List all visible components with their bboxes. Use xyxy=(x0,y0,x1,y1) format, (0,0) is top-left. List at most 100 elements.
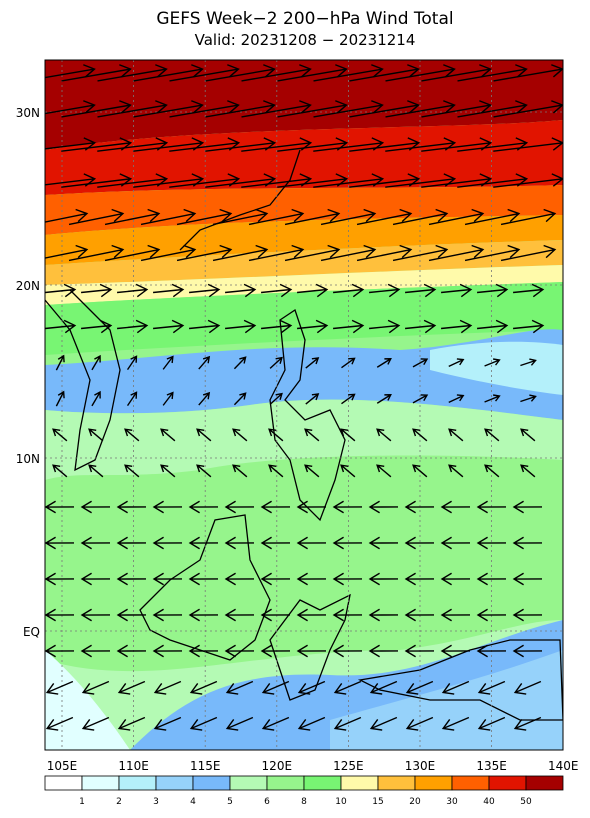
wind-arrow xyxy=(441,680,470,695)
shade xyxy=(45,282,563,355)
wind-arrow xyxy=(169,64,240,82)
wind-arrow xyxy=(198,391,211,406)
wind-arrow xyxy=(160,428,176,442)
wind-arrow xyxy=(356,244,413,262)
lat-label: 30N xyxy=(16,106,40,120)
wind-arrow xyxy=(188,572,219,586)
wind-arrow xyxy=(224,608,255,622)
wind-arrow xyxy=(440,536,471,550)
wind-arrow xyxy=(196,428,212,442)
colorbar-label: 5 xyxy=(227,797,233,807)
wind-arrow xyxy=(81,716,110,731)
colorbar-label: 1 xyxy=(79,797,85,807)
wind-arrow xyxy=(189,680,218,695)
wind-arrow xyxy=(268,464,284,478)
wind-arrow xyxy=(261,283,293,298)
wind-arrow xyxy=(520,358,537,367)
wind-arrow xyxy=(440,644,471,658)
wind-arrow xyxy=(45,100,96,115)
shade xyxy=(45,650,130,750)
wind-arrow xyxy=(162,355,174,370)
wind-arrow xyxy=(52,464,68,478)
wind-arrow xyxy=(512,572,543,586)
wind-arrow xyxy=(97,64,168,82)
wind-arrow xyxy=(333,283,365,298)
colorbar-label: 10 xyxy=(335,797,347,807)
wind-arrow xyxy=(441,716,470,731)
wind-arrow xyxy=(91,390,101,407)
lon-label: 115E xyxy=(190,759,221,773)
colorbar-box xyxy=(488,775,527,791)
wind-arrow xyxy=(45,536,75,550)
wind-arrow xyxy=(484,358,501,367)
wind-arrow xyxy=(477,716,506,731)
wind-arrow xyxy=(404,536,435,550)
wind-arrow xyxy=(188,536,219,550)
wind-arrow xyxy=(52,428,68,442)
wind-arrow xyxy=(233,356,247,370)
wind-arrow xyxy=(392,244,449,262)
wind-arrow xyxy=(260,608,291,622)
wind-arrow xyxy=(80,572,111,586)
wind-arrow xyxy=(404,644,435,658)
shade xyxy=(45,120,563,195)
wind-arrow xyxy=(349,64,420,82)
wind-arrow xyxy=(212,208,269,226)
wind-arrow xyxy=(296,500,327,514)
colorbar-box xyxy=(155,775,194,791)
wind-arrow xyxy=(116,500,147,514)
wind-arrow xyxy=(305,357,320,369)
colorbar-label: 8 xyxy=(301,797,307,807)
wind-arrow xyxy=(68,208,125,226)
wind-arrow xyxy=(405,716,434,731)
wind-arrow xyxy=(224,500,255,514)
wind-arrow xyxy=(176,208,233,226)
wind-arrow xyxy=(493,100,563,118)
wind-arrow xyxy=(260,644,291,658)
wind-arrow xyxy=(512,500,543,514)
wind-arrow xyxy=(104,244,161,262)
lat-label: 10N xyxy=(16,452,40,466)
wind-arrow xyxy=(333,716,362,731)
wind-arrow xyxy=(297,680,326,695)
wind-arrow xyxy=(232,428,248,442)
wind-arrow xyxy=(189,716,218,731)
wind-arrow xyxy=(224,536,255,550)
wind-arrow xyxy=(333,319,365,334)
wind-arrow xyxy=(440,572,471,586)
coastline xyxy=(269,593,351,701)
wind-arrow xyxy=(88,428,104,442)
colorbar-box xyxy=(340,775,379,791)
colorbar-box xyxy=(377,775,416,791)
wind-arrow xyxy=(513,716,542,731)
wind-arrow xyxy=(104,208,161,226)
wind-arrow xyxy=(404,608,435,622)
wind-arrow xyxy=(45,608,75,622)
lon-label: 140E xyxy=(548,759,579,773)
wind-arrow xyxy=(477,283,509,298)
lon-label: 110E xyxy=(118,759,149,773)
colorbar-label: 20 xyxy=(409,797,421,807)
colorbar-label: 3 xyxy=(153,797,159,807)
wind-arrow xyxy=(512,536,543,550)
wind-arrow xyxy=(153,680,182,695)
wind-arrow xyxy=(368,500,399,514)
wind-arrow xyxy=(45,283,77,298)
colorbar-box xyxy=(414,775,453,791)
wind-arrow xyxy=(448,358,465,368)
wind-arrow xyxy=(277,64,348,82)
wind-arrow xyxy=(212,244,269,262)
colorbar-label: 2 xyxy=(116,797,122,807)
wind-arrow xyxy=(369,319,401,334)
lat-label: EQ xyxy=(23,625,40,639)
wind-arrow xyxy=(520,394,537,403)
wind-arrow xyxy=(126,391,138,407)
wind-arrow xyxy=(117,283,149,298)
shade xyxy=(45,215,563,265)
wind-arrow xyxy=(457,100,528,118)
wind-arrow xyxy=(349,100,420,118)
wind-arrow xyxy=(448,394,465,404)
wind-arrow xyxy=(80,536,111,550)
wind-arrow xyxy=(520,464,536,478)
